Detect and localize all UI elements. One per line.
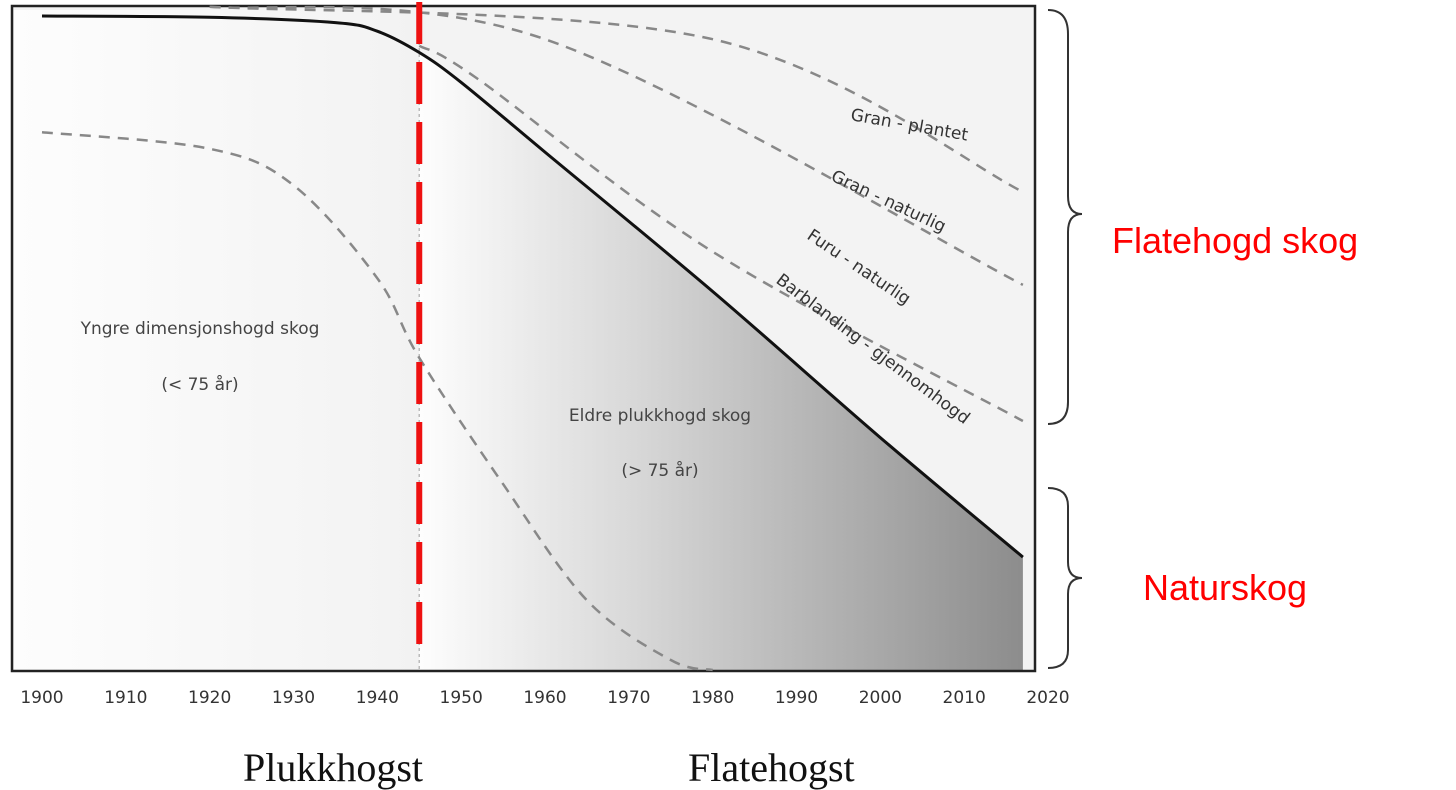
x-tick-label: 1990 bbox=[775, 688, 818, 708]
region-young-sublabel: (< 75 år) bbox=[161, 374, 238, 395]
x-tick-label: 1910 bbox=[104, 688, 147, 708]
plot-frame bbox=[10, 4, 1037, 673]
era-label-flatehogst: Flatehogst bbox=[688, 745, 855, 790]
region-old-label: Eldre plukkhogd skog bbox=[569, 406, 751, 426]
x-tick-label: 2010 bbox=[943, 688, 986, 708]
x-tick-label: 1980 bbox=[691, 688, 734, 708]
dashed-line-1 bbox=[209, 5, 1024, 287]
dashed-line-2 bbox=[418, 44, 1024, 423]
bracket-naturskog bbox=[1047, 487, 1083, 669]
bracket-label-naturskog: Naturskog bbox=[1143, 567, 1307, 608]
x-tick-label: 1930 bbox=[272, 688, 315, 708]
x-tick-label: 1970 bbox=[607, 688, 650, 708]
x-tick-label: 1950 bbox=[440, 688, 483, 708]
x-tick-label: 2020 bbox=[1026, 688, 1069, 708]
x-axis-ticks: 1900 1910 1920 1930 1940 1950 1960 1970 1980 1990… bbox=[20, 688, 1069, 708]
dashed-line-0 bbox=[209, 5, 1024, 194]
x-tick-label: 1940 bbox=[356, 688, 399, 708]
x-tick-label: 2000 bbox=[859, 688, 902, 708]
bracket-flatehogd bbox=[1047, 9, 1083, 425]
x-tick-label: 1920 bbox=[188, 688, 231, 708]
dashed-lines bbox=[41, 5, 1024, 672]
era-label-plukkhogst: Plukkhogst bbox=[243, 745, 423, 790]
x-tick-label: 1900 bbox=[20, 688, 63, 708]
bracket-label-flatehogd: Flatehogd skog bbox=[1112, 220, 1358, 261]
region-young-label: Yngre dimensjonshogd skog bbox=[80, 319, 320, 339]
dashed-line-3 bbox=[41, 130, 713, 672]
x-tick-label: 1960 bbox=[523, 688, 566, 708]
left-region-fill bbox=[14, 10, 426, 670]
forest-boundary-line bbox=[41, 14, 1024, 559]
older-forest-area bbox=[419, 52, 1023, 670]
region-old-sublabel: (> 75 år) bbox=[621, 460, 698, 481]
